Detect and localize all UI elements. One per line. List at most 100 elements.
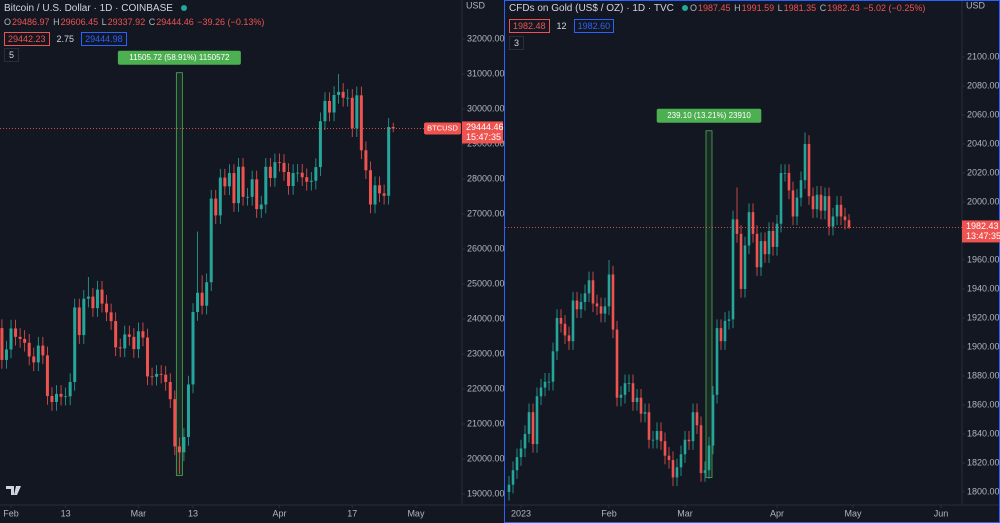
candle-body <box>535 396 539 445</box>
y-tick-label: 2060.00 <box>967 109 1000 119</box>
x-tick-label: May <box>844 508 862 518</box>
candle-body <box>775 223 779 247</box>
candle-body <box>368 170 372 205</box>
y-tick-label: 1960.00 <box>967 254 1000 264</box>
candle-body <box>45 355 49 397</box>
axis-unit: USD <box>966 0 986 10</box>
candle-body <box>259 204 263 210</box>
candle-body <box>77 307 81 336</box>
candle-body <box>619 394 623 398</box>
candle-body <box>123 334 127 349</box>
buy-price[interactable]: 1982.60 <box>573 19 615 33</box>
indicator-count: 3 <box>509 36 525 50</box>
candle-body <box>118 347 122 349</box>
candle-body <box>759 241 763 268</box>
price-tag-bg <box>462 121 503 144</box>
candle-body <box>164 374 168 383</box>
candle-body <box>114 321 118 348</box>
active-pane-border <box>504 0 1000 523</box>
ohlc-key: H <box>734 3 741 13</box>
candle-body <box>378 185 382 194</box>
symbol-header[interactable]: CFDs on Gold (US$ / OZ) · 1D · TVC <box>509 3 688 14</box>
candle-body <box>250 179 254 197</box>
candle-body <box>73 307 77 383</box>
candle-body <box>719 328 723 342</box>
candle-body <box>355 95 359 129</box>
status-dot <box>180 5 187 11</box>
candle-body <box>715 328 719 395</box>
candle-body <box>0 328 4 360</box>
candle-body <box>177 446 181 453</box>
candle-body <box>707 445 711 471</box>
y-tick-label: 1920.00 <box>967 312 1000 322</box>
candle-body <box>611 274 615 330</box>
candle-body <box>168 382 172 400</box>
price-tag-time: 15:47:35 <box>466 132 501 142</box>
measure-label-bg <box>117 50 241 65</box>
candle-body <box>735 219 739 234</box>
ohlc-value: 1991.59 <box>741 3 775 13</box>
candle-body <box>32 356 36 363</box>
ohlc-key: O <box>4 17 12 27</box>
y-tick-label: 21000.00 <box>467 418 505 428</box>
ohlc-value: 29337.92 <box>107 17 146 27</box>
indicators-toggle[interactable]: 5 <box>4 48 20 62</box>
candle-body <box>823 196 827 211</box>
candle-body <box>200 292 204 306</box>
candle-body <box>268 166 272 178</box>
y-tick-label: 2100.00 <box>967 51 1000 61</box>
order-inputs: 29442.23 2.75 29444.98 <box>4 32 131 46</box>
candle-body <box>191 312 195 385</box>
candle-body <box>255 179 259 210</box>
candle-body <box>651 439 655 441</box>
y-tick-label: 19000.00 <box>467 488 505 498</box>
y-tick-label: 30000.00 <box>467 103 505 113</box>
price-tag: 1982.43 <box>966 221 999 231</box>
ohlc-value: 1982.43 <box>827 3 860 13</box>
ohlc-key: C <box>148 17 156 27</box>
candle-body <box>227 173 231 187</box>
candle-body <box>695 412 699 426</box>
ohlc-value: 29606.45 <box>60 17 99 27</box>
candle-body <box>100 289 104 304</box>
indicators-toggle[interactable]: 3 <box>509 36 525 50</box>
candle-body <box>559 317 563 324</box>
candle-body <box>779 172 783 224</box>
measure-range <box>705 130 713 478</box>
candle-body <box>196 292 200 313</box>
y-tick-label: 2020.00 <box>967 167 1000 177</box>
candle-body <box>607 274 611 307</box>
candle-body <box>815 194 819 210</box>
candle-body <box>727 319 731 321</box>
candle-body <box>631 383 635 403</box>
x-tick-label: 13 <box>188 508 198 518</box>
ohlc-value: 1987.45 <box>698 3 731 13</box>
candle-body <box>551 351 555 382</box>
measure-label-bg <box>656 108 762 123</box>
ohlc-key: L <box>101 17 107 27</box>
symbol-header[interactable]: Bitcoin / U.S. Dollar · 1D · COINBASE <box>4 3 187 14</box>
x-tick-label: Apr <box>770 508 784 518</box>
sell-price[interactable]: 29442.23 <box>4 32 50 46</box>
candle-body <box>747 212 751 246</box>
buy-price[interactable]: 29444.98 <box>81 32 127 46</box>
candle-body <box>136 331 140 350</box>
candle-body <box>309 180 313 182</box>
candle-body <box>783 172 787 174</box>
candle-body <box>587 280 591 294</box>
x-tick-label: Jun <box>934 508 949 518</box>
candle-body <box>391 126 395 129</box>
y-tick-label: 32000.00 <box>467 33 505 43</box>
candle-body <box>591 280 595 304</box>
candle-body <box>50 396 54 402</box>
sell-price[interactable]: 1982.48 <box>509 19 550 33</box>
axis-unit: USD <box>466 0 486 10</box>
candle-body <box>655 431 659 440</box>
spread: 2.75 <box>56 34 75 44</box>
candle-body <box>14 328 18 337</box>
candle-body <box>314 167 318 181</box>
candle-body <box>787 172 791 191</box>
candle-body <box>643 412 647 414</box>
candle-body <box>382 193 386 196</box>
